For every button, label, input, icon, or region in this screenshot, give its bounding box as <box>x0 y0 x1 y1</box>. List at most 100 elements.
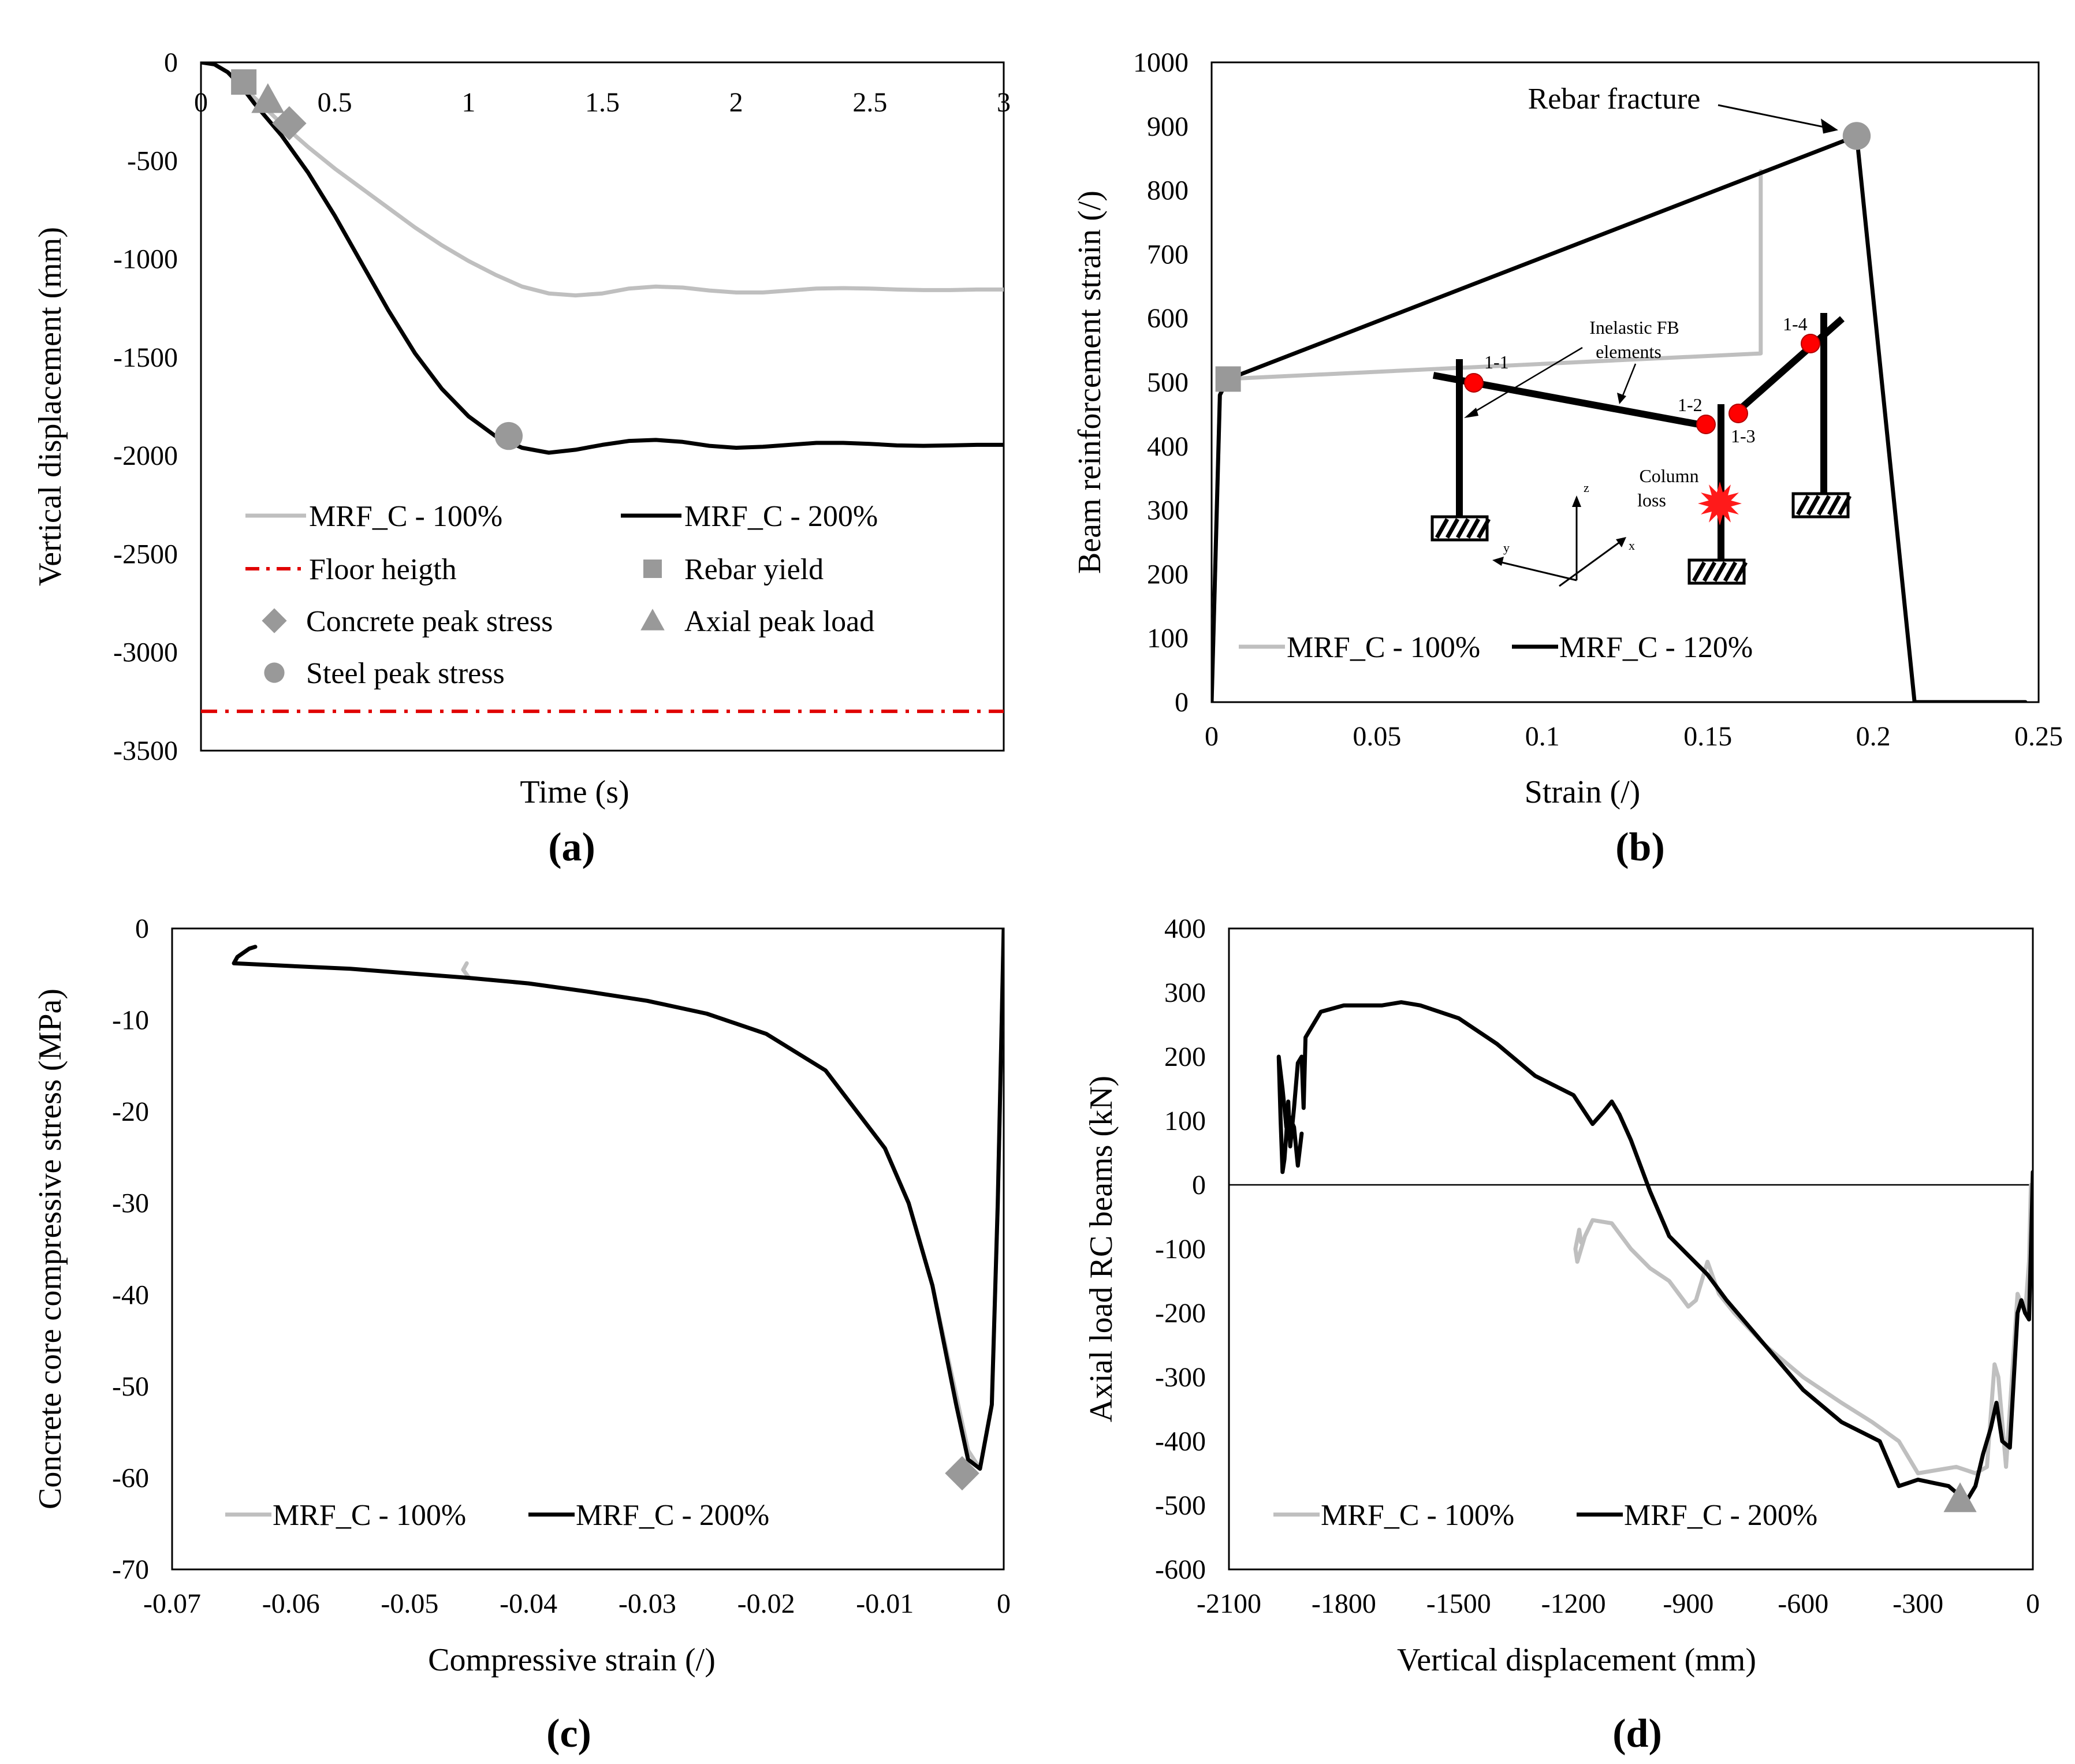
legend-text: MRF_C - 100% <box>273 1499 466 1532</box>
y-tick-label: -20 <box>112 1097 149 1127</box>
inset-support-hatch <box>1476 518 1491 539</box>
y-tick-label: 100 <box>1147 623 1189 654</box>
inset-triad-y <box>1496 560 1577 581</box>
y-tick-label: 0 <box>1192 1170 1206 1200</box>
inset-triad-label-x: x <box>1629 538 1635 553</box>
y-tick-label: -400 <box>1155 1426 1206 1457</box>
y-tick-label: 400 <box>1147 431 1189 462</box>
legend-entry: MRF_C - 100% <box>245 500 502 533</box>
x-tick-label: 0.5 <box>318 87 352 118</box>
x-tick-label: 0 <box>1205 721 1219 752</box>
inset-support <box>1791 492 1852 519</box>
inset-label-inelastic: Inelastic FB <box>1589 317 1679 338</box>
x-tick-label: 2.5 <box>852 87 887 118</box>
x-tick-label: -900 <box>1663 1588 1713 1619</box>
legend-text: MRF_C - 100% <box>309 500 502 533</box>
x-axis-label: Vertical displacement (mm) <box>1397 1642 1756 1678</box>
marker-rebar-fracture <box>1842 122 1871 150</box>
x-tick-label: 0.25 <box>2014 721 2063 752</box>
y-tick-label: 800 <box>1147 176 1189 206</box>
x-tick-label: -2100 <box>1197 1588 1261 1619</box>
legend-entry: Floor heigth <box>245 553 457 586</box>
inset-node-label: 1-4 <box>1783 314 1808 334</box>
x-tick-label: 0.05 <box>1353 721 1401 752</box>
y-tick-label: 300 <box>1164 978 1206 1008</box>
inset-node-marker <box>1801 334 1820 353</box>
panel-label: (b) <box>1615 825 1665 870</box>
inset-triad-x <box>1559 539 1623 587</box>
legend-text: MRF_C - 120% <box>1559 631 1753 664</box>
x-axis-label: Time (s) <box>520 774 629 810</box>
series-group <box>1276 1000 2033 1501</box>
legend-text: MRF_C - 200% <box>576 1499 769 1532</box>
inset-triad-label-y: y <box>1503 540 1510 555</box>
y-tick-label: 400 <box>1164 913 1206 944</box>
inset-support-hatch <box>1692 561 1707 582</box>
x-tick-label: 0 <box>997 1588 1011 1619</box>
y-axis-label: Axial load RC beams (kN) <box>1083 1076 1119 1422</box>
inset-label-column: Column <box>1639 465 1698 486</box>
inset-frame-diagram: 1-1 1-2 1-3 1-4 Inelastic FB elements Column lo… <box>1430 313 1852 587</box>
inset-support-hatch <box>1816 495 1831 516</box>
y-tick-label: 0 <box>1175 687 1189 718</box>
y-axis-label: Concrete core compressive stress (MPa) <box>32 989 68 1509</box>
inset-support-hatch <box>1445 518 1460 539</box>
inset-support-hatch <box>1837 495 1852 516</box>
legend: MRF_C - 100% MRF_C - 200% <box>1273 1499 1817 1532</box>
y-tick-label: 600 <box>1147 303 1189 334</box>
legend-text: MRF_C - 100% <box>1287 631 1480 664</box>
y-tick-label: 700 <box>1147 239 1189 270</box>
x-tick-label: 0 <box>2026 1588 2040 1619</box>
inset-support-hatch <box>1466 518 1481 539</box>
x-tick-label: -1200 <box>1541 1588 1606 1619</box>
inset-support-hatch <box>1455 518 1470 539</box>
x-tick-label: 1.5 <box>585 87 620 118</box>
panel-label: (a) <box>548 825 595 870</box>
inset-support <box>1430 515 1491 542</box>
legend-entry: Axial peak load <box>640 605 874 638</box>
x-tick-label: -0.05 <box>381 1588 438 1619</box>
inset-pointer-line <box>1469 346 1583 416</box>
inset-pointer-head <box>1464 408 1478 418</box>
y-tick-label: -100 <box>1155 1234 1206 1265</box>
legend-swatch <box>264 662 285 683</box>
y-tick-label: 0 <box>164 47 178 78</box>
inset-label-loss: loss <box>1637 490 1666 510</box>
x-tick-label: 2 <box>729 87 743 118</box>
x-tick-label: -0.01 <box>856 1588 914 1619</box>
legend-swatch <box>262 608 287 633</box>
y-tick-label: 100 <box>1164 1106 1206 1136</box>
marker-rebar-yield <box>1215 366 1241 392</box>
x-tick-label: 0.15 <box>1683 721 1732 752</box>
y-tick-label: -3000 <box>113 637 178 668</box>
chart-panel-b: 0 0.05 0.1 0.15 0.2 0.25 0 100 200 300 400 500 600 70… <box>1072 47 2063 870</box>
inset-node-label: 1-1 <box>1484 352 1509 372</box>
inset-triad-y-head <box>1492 557 1504 566</box>
legend: MRF_C - 100% MRF_C - 120% <box>1239 631 1753 664</box>
series-line-mrf-c-100- <box>1573 1183 2033 1475</box>
y-tick-label: 200 <box>1164 1042 1206 1072</box>
legend-text: Steel peak stress <box>306 657 505 690</box>
annotation-rebar-fracture: Rebar fracture <box>1528 83 1701 115</box>
inset-support-hatch <box>1795 495 1810 516</box>
x-axis-label: Compressive strain (/) <box>428 1642 716 1678</box>
legend-text: MRF_C - 100% <box>1321 1499 1514 1532</box>
x-tick-label: -0.04 <box>500 1588 557 1619</box>
y-tick-label: 1000 <box>1133 47 1189 78</box>
y-tick-label: -3500 <box>113 736 178 766</box>
y-tick-label: -200 <box>1155 1298 1206 1329</box>
series-line-mrf-c-120- <box>1212 133 2028 702</box>
y-tick-label: -1000 <box>113 244 178 275</box>
chart-panel-d: -2100 -1800 -1500 -1200 -900 -600 -300 0 400 300 2… <box>1083 913 2040 1756</box>
y-axis-label: Vertical displacement (mm) <box>32 227 68 586</box>
panel-label: (c) <box>546 1711 591 1756</box>
legend-entry: Rebar yield <box>643 553 824 586</box>
inset-label-elements: elements <box>1596 341 1662 362</box>
inset-support-hatch <box>1712 561 1727 582</box>
legend-text: Axial peak load <box>684 605 874 638</box>
x-tick-label: 0 <box>194 87 208 118</box>
inset-node-marker <box>1696 415 1716 434</box>
plot-frame <box>171 927 1005 1571</box>
inset-node-marker <box>1728 404 1748 423</box>
inset-support-hatch <box>1733 561 1748 582</box>
